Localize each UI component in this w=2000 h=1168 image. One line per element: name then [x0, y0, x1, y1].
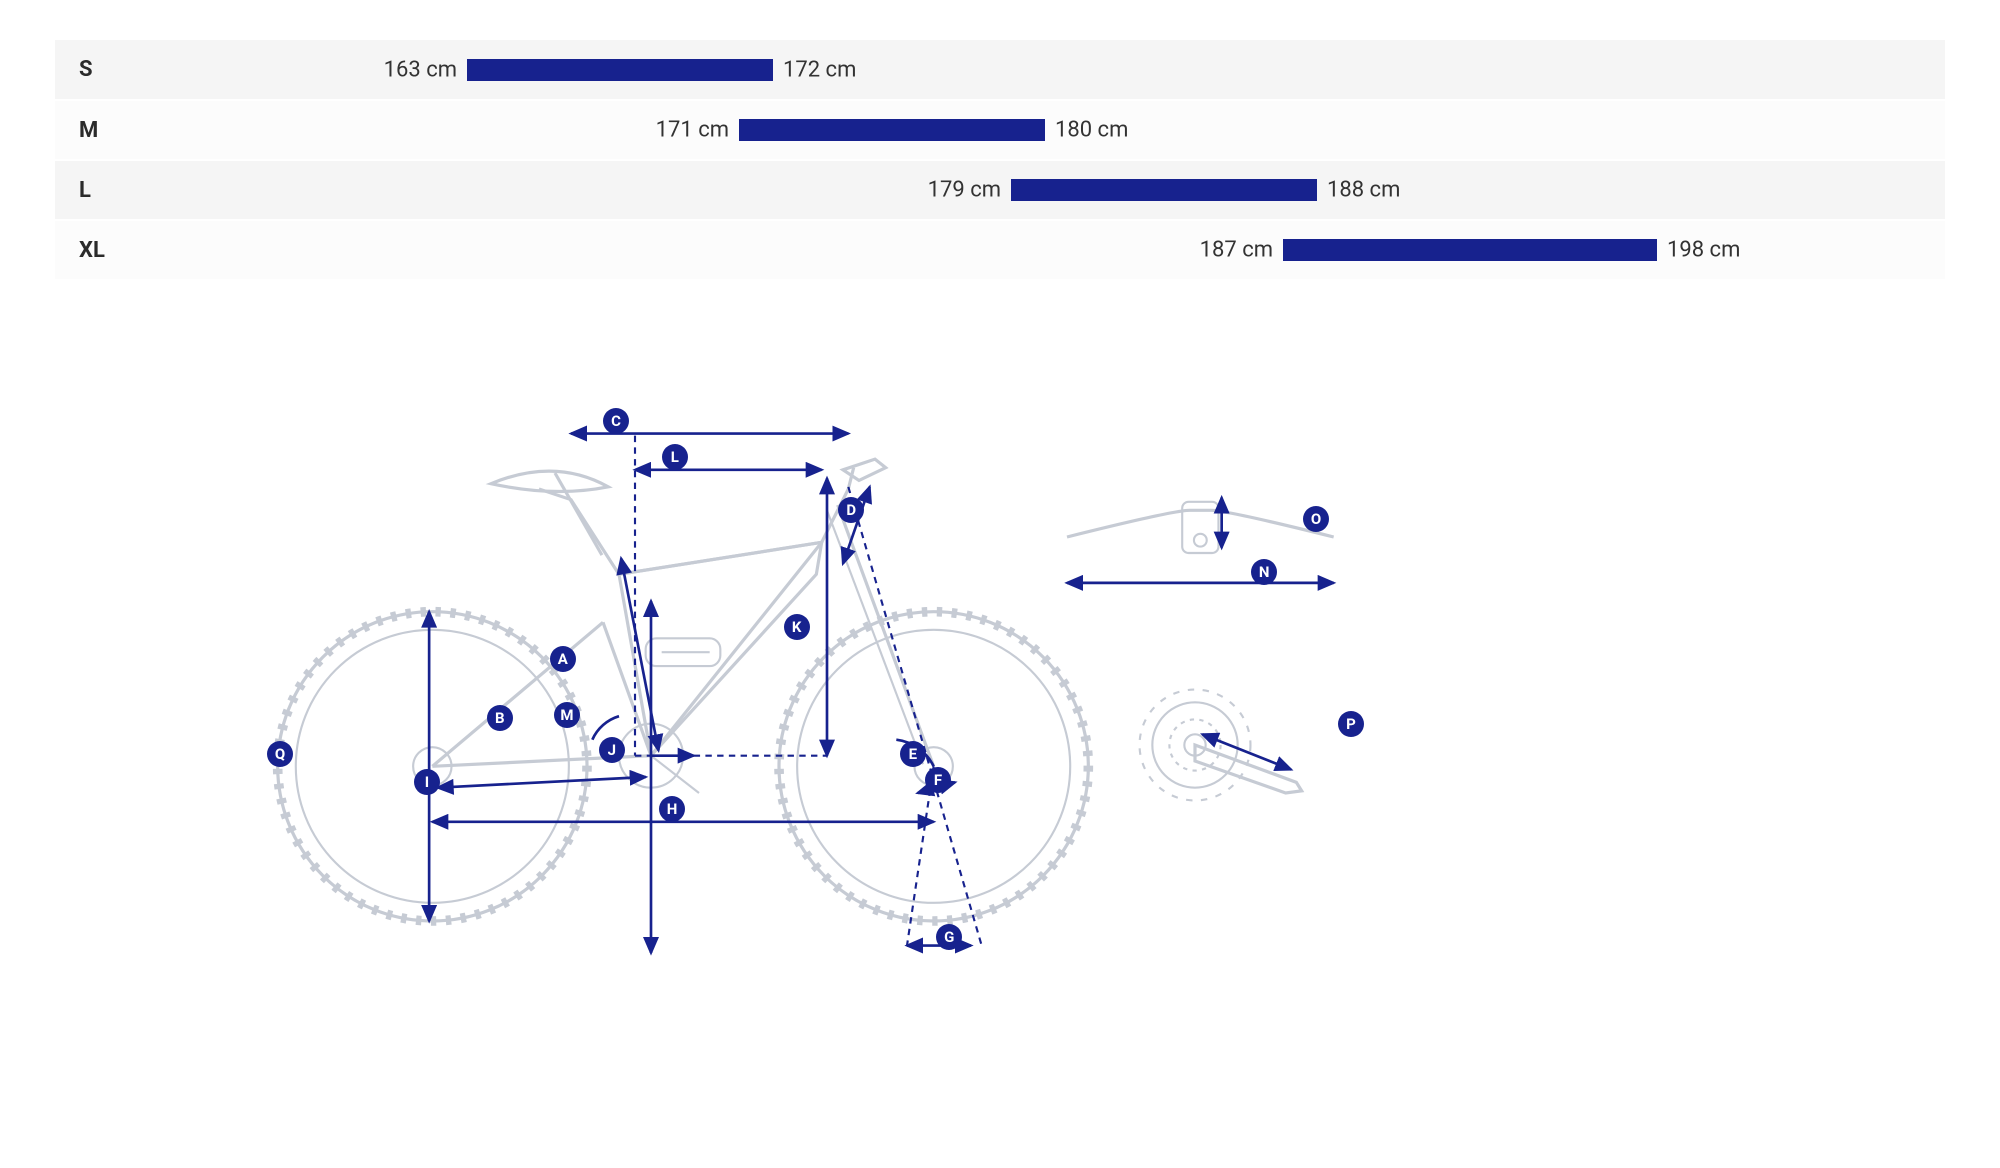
size-row-l: L 179 cm 188 cm [55, 160, 1945, 220]
size-max-label: 188 cm [1327, 178, 1400, 203]
size-max-label: 198 cm [1667, 238, 1740, 263]
size-bar [1011, 179, 1317, 201]
size-row-xl: XL 187 cm 198 cm [55, 220, 1945, 280]
size-bar [739, 119, 1045, 141]
geometry-label-a: A [550, 646, 576, 672]
size-bar [1283, 239, 1657, 261]
size-label: XL [55, 220, 195, 280]
geometry-label-h: H [659, 796, 685, 822]
geometry-label-m: M [554, 702, 580, 728]
size-label: L [55, 160, 195, 220]
geometry-label-k: K [784, 614, 810, 640]
size-min-label: 163 cm [384, 57, 457, 82]
geometry-label-j: J [599, 737, 625, 763]
size-max-label: 180 cm [1055, 118, 1128, 143]
size-label: M [55, 100, 195, 160]
size-min-label: 179 cm [928, 178, 1001, 203]
size-bar-cell: 163 cm 172 cm [195, 40, 1945, 100]
size-chart-table: S 163 cm 172 cm M 171 cm 180 cm L 179 cm 188 cm X… [55, 40, 1945, 281]
size-label: S [55, 40, 195, 100]
geometry-label-b: B [487, 705, 513, 731]
geometry-label-g: G [936, 924, 962, 950]
geometry-label-f: F [925, 767, 951, 793]
bike-geometry-svg [175, 361, 1575, 1001]
geometry-label-l: L [662, 444, 688, 470]
size-max-label: 172 cm [783, 57, 856, 82]
size-bar-cell: 171 cm 180 cm [195, 100, 1945, 160]
geometry-label-e: E [900, 741, 926, 767]
size-bar-cell: 179 cm 188 cm [195, 160, 1945, 220]
handlebar-diagram [1067, 498, 1334, 583]
size-row-m: M 171 cm 180 cm [55, 100, 1945, 160]
size-bar [467, 59, 773, 81]
geometry-label-c: C [603, 408, 629, 434]
geometry-label-p: P [1338, 711, 1364, 737]
rear-wheel [278, 612, 587, 921]
size-row-s: S 163 cm 172 cm [55, 40, 1945, 100]
crankset-diagram [1140, 690, 1302, 801]
geometry-label-o: O [1303, 506, 1329, 532]
size-min-label: 171 cm [656, 118, 729, 143]
size-min-label: 187 cm [1200, 238, 1273, 263]
size-bar-cell: 187 cm 198 cm [195, 220, 1945, 280]
geometry-label-q: Q [267, 741, 293, 767]
geometry-diagram: ABCDEFGHIJKLMNOPQ [175, 361, 1575, 1001]
